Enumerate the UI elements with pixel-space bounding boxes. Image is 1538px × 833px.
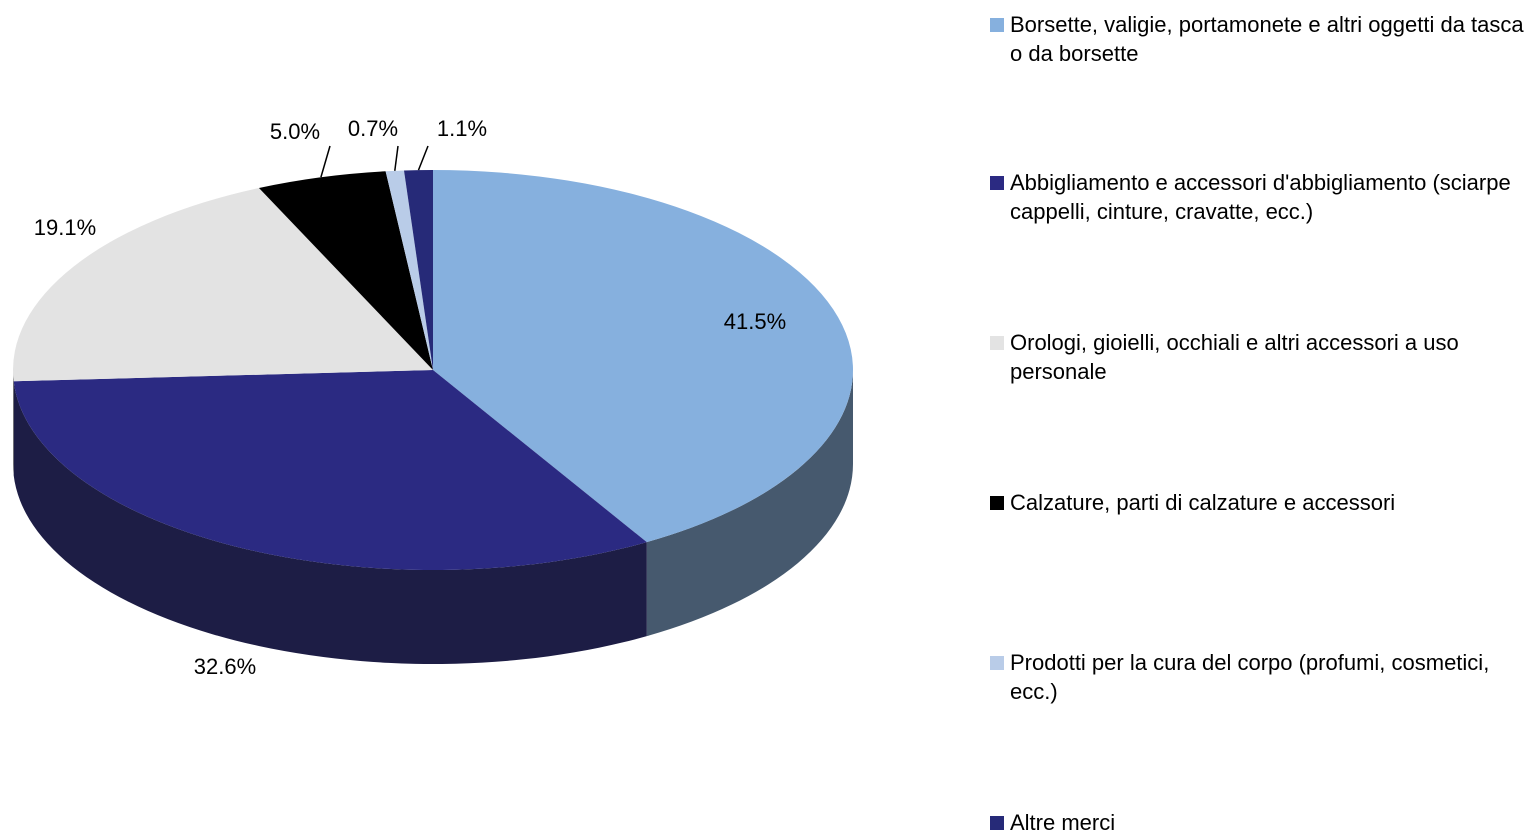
legend-swatch — [990, 336, 1004, 350]
data-label: 5.0% — [270, 119, 320, 144]
legend-label: Calzature, parti di calzature e accessor… — [1010, 490, 1396, 515]
legend-item: Calzature, parti di calzature e accessor… — [990, 488, 1530, 517]
legend-label: Altre merci — [1010, 810, 1116, 833]
legend-label: Abbigliamento e accessori d'abbigliament… — [1010, 170, 1511, 224]
slice — [385, 170, 433, 370]
legend-item: Prodotti per la cura del corpo (profumi,… — [990, 648, 1530, 706]
legend-item: Orologi, gioielli, occhiali e altri acce… — [990, 328, 1530, 386]
slice — [433, 170, 853, 543]
leader-line — [320, 145, 331, 178]
legend-label: Borsette, valigie, portamonete e altri o… — [1010, 12, 1524, 66]
slice — [12, 187, 433, 382]
legend-item: Borsette, valigie, portamonete e altri o… — [990, 10, 1530, 68]
legend-label: Prodotti per la cura del corpo (profumi,… — [1010, 650, 1490, 704]
legend-item: Abbigliamento e accessori d'abbigliament… — [990, 168, 1530, 226]
legend-item: Altre merci — [990, 808, 1530, 833]
data-label: 1.1% — [437, 116, 487, 141]
slice — [403, 170, 433, 370]
legend-swatch — [990, 176, 1004, 190]
leader-line — [417, 145, 429, 171]
legend-label: Orologi, gioielli, occhiali e altri acce… — [1010, 330, 1459, 384]
legend-swatch — [990, 18, 1004, 32]
data-label: 41.5% — [724, 309, 786, 334]
data-label: 0.7% — [348, 116, 398, 141]
legend-swatch — [990, 496, 1004, 510]
data-label: 32.6% — [194, 654, 256, 679]
leader-line — [394, 145, 399, 171]
slice — [258, 171, 433, 370]
data-label: 19.1% — [34, 215, 96, 240]
legend-swatch — [990, 816, 1004, 830]
slice-side — [13, 381, 647, 664]
slice-side — [13, 370, 14, 476]
slice — [13, 370, 647, 570]
slice-side — [646, 370, 853, 637]
legend-swatch — [990, 656, 1004, 670]
